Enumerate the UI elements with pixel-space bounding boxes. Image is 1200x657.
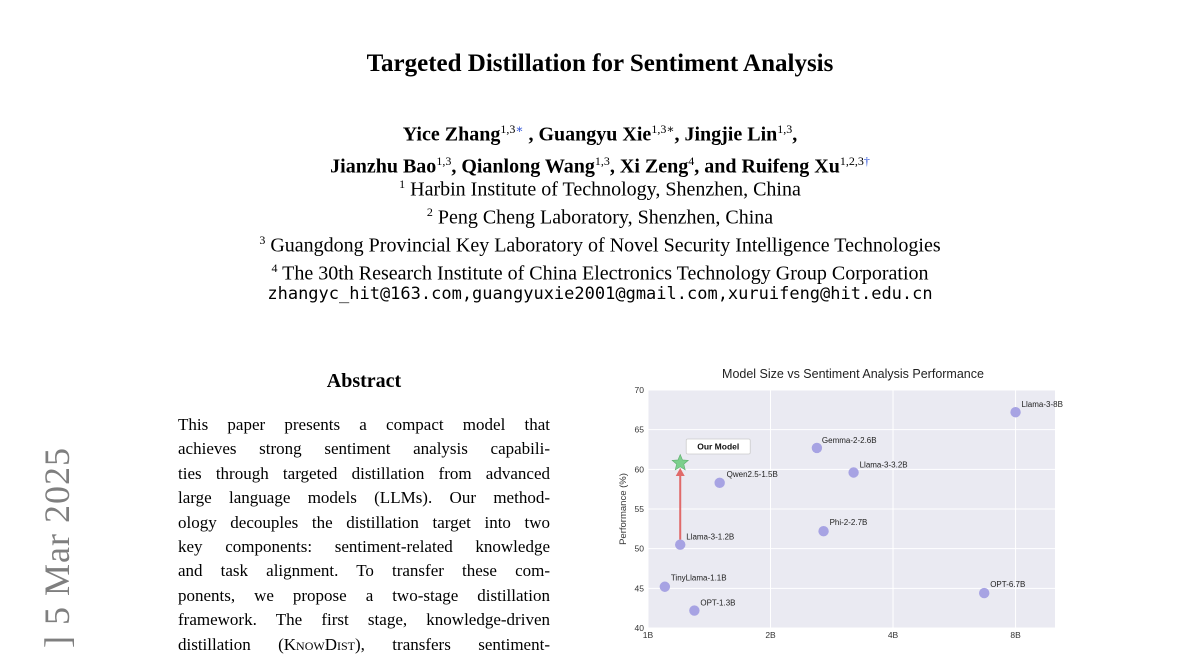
- affiliation-text: Guangdong Provincial Key Laboratory of N…: [270, 234, 941, 257]
- abstract-line: ponents, we propose a two-stage distilla…: [178, 585, 550, 605]
- affiliation-text: The 30th Research Institute of China Ele…: [282, 262, 929, 285]
- affiliation-num: 2: [426, 205, 433, 219]
- x-tick-label: 4B: [888, 630, 899, 640]
- author-name: Jingjie Lin: [684, 123, 778, 146]
- point-label: Gemma-2-2.6B: [822, 436, 877, 445]
- abstract-line: This paper presents a compact model that: [178, 415, 550, 434]
- author-list: Yice Zhang1,3∗ , Guangyu Xie1,3∗, Jingji…: [0, 116, 1200, 179]
- our-model-label: Our Model: [697, 441, 739, 451]
- point-label: Llama-3-1.2B: [686, 533, 734, 542]
- author-sep: ,: [792, 123, 798, 146]
- abstract-line: ties through targeted distillation from …: [178, 463, 550, 483]
- affiliation-num: 4: [271, 261, 278, 275]
- abstract-line: framework. The first stage, knowledge-dr…: [178, 610, 550, 630]
- data-point: [659, 581, 671, 592]
- author-line-1: Yice Zhang1,3∗ , Guangyu Xie1,3∗, Jingji…: [0, 116, 1200, 148]
- data-point: [811, 442, 823, 454]
- author-sep: ,: [674, 123, 680, 146]
- chart-title: Model Size vs Sentiment Analysis Perform…: [722, 367, 984, 381]
- point-label: Qwen2.5-1.5B: [727, 470, 778, 479]
- point-label: Llama-3-8B: [1022, 400, 1063, 409]
- paper-title: Targeted Distillation for Sentiment Anal…: [366, 50, 834, 77]
- affiliation-1: 1 Harbin Institute of Technology, Shenzh…: [0, 170, 1200, 204]
- y-tick-label: 50: [635, 544, 645, 554]
- data-point: [979, 587, 990, 599]
- abstract-line: achieves strong sentiment analysis capab…: [178, 439, 550, 459]
- our-model-label-box: [685, 438, 751, 455]
- arrow-head: [675, 467, 685, 476]
- point-label: Phi-2-2.7B: [830, 518, 868, 527]
- data-point: [848, 467, 859, 478]
- arxiv-stamp-text: ] 5 Mar 2025: [37, 447, 77, 648]
- author-affil-sup: 4: [688, 153, 695, 168]
- y-tick-label: 70: [635, 385, 645, 395]
- y-tick-label: 65: [635, 425, 645, 435]
- author-name: Jianzhu Bao: [330, 155, 437, 178]
- author-name: Ruifeng Xu: [741, 155, 840, 178]
- author-mark: †: [863, 153, 870, 168]
- y-axis-label: Performance (%): [618, 473, 629, 545]
- author-name: Yice Zhang: [402, 123, 501, 146]
- point-label: TinyLlama-1.1B: [671, 574, 727, 583]
- abstract-line: ology decouples the distillation target …: [178, 512, 550, 532]
- data-point: [1010, 407, 1021, 418]
- author-name: Qianlong Wang: [461, 155, 595, 178]
- affiliation-3: 3 Guangdong Provincial Key Laboratory of…: [0, 226, 1200, 260]
- y-tick-label: 40: [635, 623, 645, 633]
- x-tick-label: 8B: [1010, 630, 1021, 640]
- abstract-text: distillation (: [178, 634, 284, 654]
- author-sep: ,: [609, 155, 615, 178]
- data-points: Llama-3-8B Gemma-2-2.6B Llama-3-3.2B Qwen2.…: [659, 400, 1063, 616]
- abstract-text: ), transfers sentiment-: [355, 634, 550, 654]
- point-label: OPT-1.3B: [700, 599, 735, 608]
- author-affil-sup: 1,2,3: [839, 153, 864, 168]
- improvement-arrow: [675, 467, 685, 540]
- affiliation-2: 2 Peng Cheng Laboratory, Shenzhen, China: [0, 198, 1200, 232]
- abstract-heading: Abstract: [326, 370, 402, 392]
- x-tick-label: 2B: [765, 630, 776, 640]
- y-tick-label: 55: [635, 504, 645, 514]
- affiliation-4: 4 The 30th Research Institute of China E…: [0, 254, 1200, 288]
- author-sep: ,: [451, 155, 457, 178]
- data-point: [675, 539, 686, 550]
- arxiv-sidebar-stamp: ] 5 Mar 2025: [30, 420, 78, 648]
- our-model-star: [671, 453, 690, 471]
- data-point: [818, 526, 829, 537]
- author-emails[interactable]: zhangyc_hit@163.com,guangyuxie2001@gmail…: [267, 284, 933, 304]
- author-sep: , and: [694, 155, 737, 178]
- author-name: Xi Zeng: [619, 155, 689, 178]
- point-label: OPT-6.7B: [990, 580, 1025, 589]
- affiliation-num: 3: [259, 233, 266, 247]
- abstract-body: This paper presents a compact model that…: [178, 413, 550, 657]
- y-tick-label: 45: [635, 583, 645, 593]
- author-affil-sup: 1,3: [500, 122, 516, 136]
- affiliation-text: Peng Cheng Laboratory, Shenzhen, China: [437, 206, 774, 229]
- author-affil-sup: 1,3: [436, 153, 452, 168]
- x-tick-label: 1B: [643, 630, 654, 640]
- affiliation-text: Harbin Institute of Technology, Shenzhen…: [410, 178, 801, 201]
- affiliation-num: 1: [399, 177, 406, 191]
- abstract-line: key components: sentiment-related knowle…: [178, 536, 550, 556]
- data-point: [689, 605, 700, 616]
- abstract-line: large language models (LLMs). Our method…: [178, 488, 550, 508]
- author-name: Guangyu Xie: [538, 123, 652, 146]
- author-sep: ,: [523, 123, 534, 146]
- abstract-line: and task alignment. To transfer these co…: [178, 561, 550, 581]
- author-affil-sup: 1,3: [777, 122, 793, 136]
- data-point: [714, 477, 725, 489]
- point-label: Llama-3-3.2B: [860, 461, 908, 470]
- author-mark: ∗: [515, 122, 524, 136]
- author-line-2: Jianzhu Bao1,3, Qianlong Wang1,3, Xi Zen…: [0, 148, 1200, 180]
- axis-ticks: 40 45 50 55 60 65 70 1B 2B 4B 8B: [635, 385, 1022, 640]
- author-affil-sup: 1,3: [594, 153, 610, 168]
- y-tick-label: 60: [635, 464, 645, 474]
- author-affil-sup: 1,3∗: [651, 122, 675, 136]
- method-name: KnowDist: [283, 634, 355, 654]
- scatter-chart: Model Size vs Sentiment Analysis Perform…: [618, 367, 1063, 640]
- abstract-line: distillation (KnowDist), transfers senti…: [178, 633, 550, 657]
